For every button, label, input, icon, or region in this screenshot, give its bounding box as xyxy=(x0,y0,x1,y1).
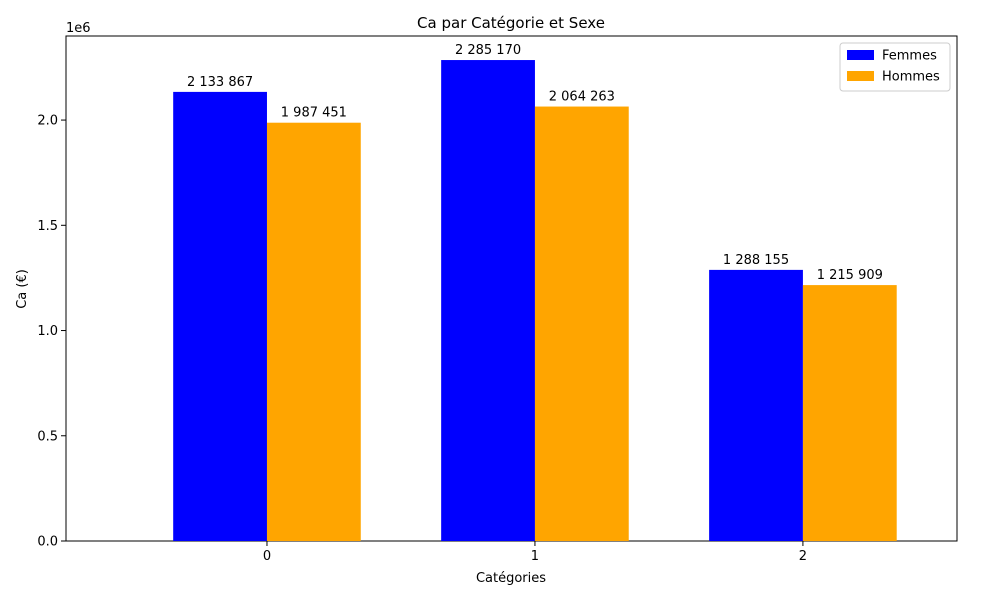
bar-femmes-0 xyxy=(173,91,267,541)
chart-title: Ca par Catégorie et Sexe xyxy=(417,14,605,32)
data-label-hommes-0: 1 987 451 xyxy=(281,106,347,121)
x-tick-label: 1 xyxy=(531,549,539,564)
y-axis-label: Ca (€) xyxy=(15,269,30,309)
bar-femmes-1 xyxy=(441,60,535,542)
y-ticks-group: 0.0 0.5 1.0 1.5 2.0 xyxy=(37,114,66,550)
y-axis-offset-text: 1e6 xyxy=(66,21,91,36)
data-label-femmes-0: 2 133 867 xyxy=(187,75,253,90)
bars-group xyxy=(173,60,897,542)
legend-label-femmes: Femmes xyxy=(882,49,937,64)
data-label-hommes-1: 2 064 263 xyxy=(549,90,615,105)
x-tick-label: 2 xyxy=(799,549,807,564)
legend-swatch-femmes xyxy=(847,50,874,60)
data-label-femmes-2: 1 288 155 xyxy=(723,253,789,268)
bar-hommes-2 xyxy=(802,285,897,541)
data-label-hommes-2: 1 215 909 xyxy=(817,268,883,283)
bar-hommes-1 xyxy=(534,106,629,542)
legend-swatch-hommes xyxy=(847,71,874,81)
y-tick-label: 0.5 xyxy=(37,429,58,444)
y-tick-label: 1.5 xyxy=(37,219,58,234)
legend: Femmes Hommes xyxy=(839,42,951,92)
legend-label-hommes: Hommes xyxy=(882,70,940,85)
y-tick-label: 2.0 xyxy=(37,114,58,129)
bar-femmes-2 xyxy=(709,269,803,541)
data-label-femmes-1: 2 285 170 xyxy=(455,43,521,58)
x-tick-label: 0 xyxy=(263,549,271,564)
x-axis-label: Catégories xyxy=(476,571,546,586)
y-tick-label: 0.0 xyxy=(37,535,58,550)
bar-hommes-0 xyxy=(266,122,361,541)
data-labels-group: 2 133 867 1 987 451 2 285 170 2 064 263 1 28… xyxy=(187,43,883,283)
y-tick-label: 1.0 xyxy=(37,324,58,339)
x-ticks-group: 0 1 2 xyxy=(263,541,807,564)
